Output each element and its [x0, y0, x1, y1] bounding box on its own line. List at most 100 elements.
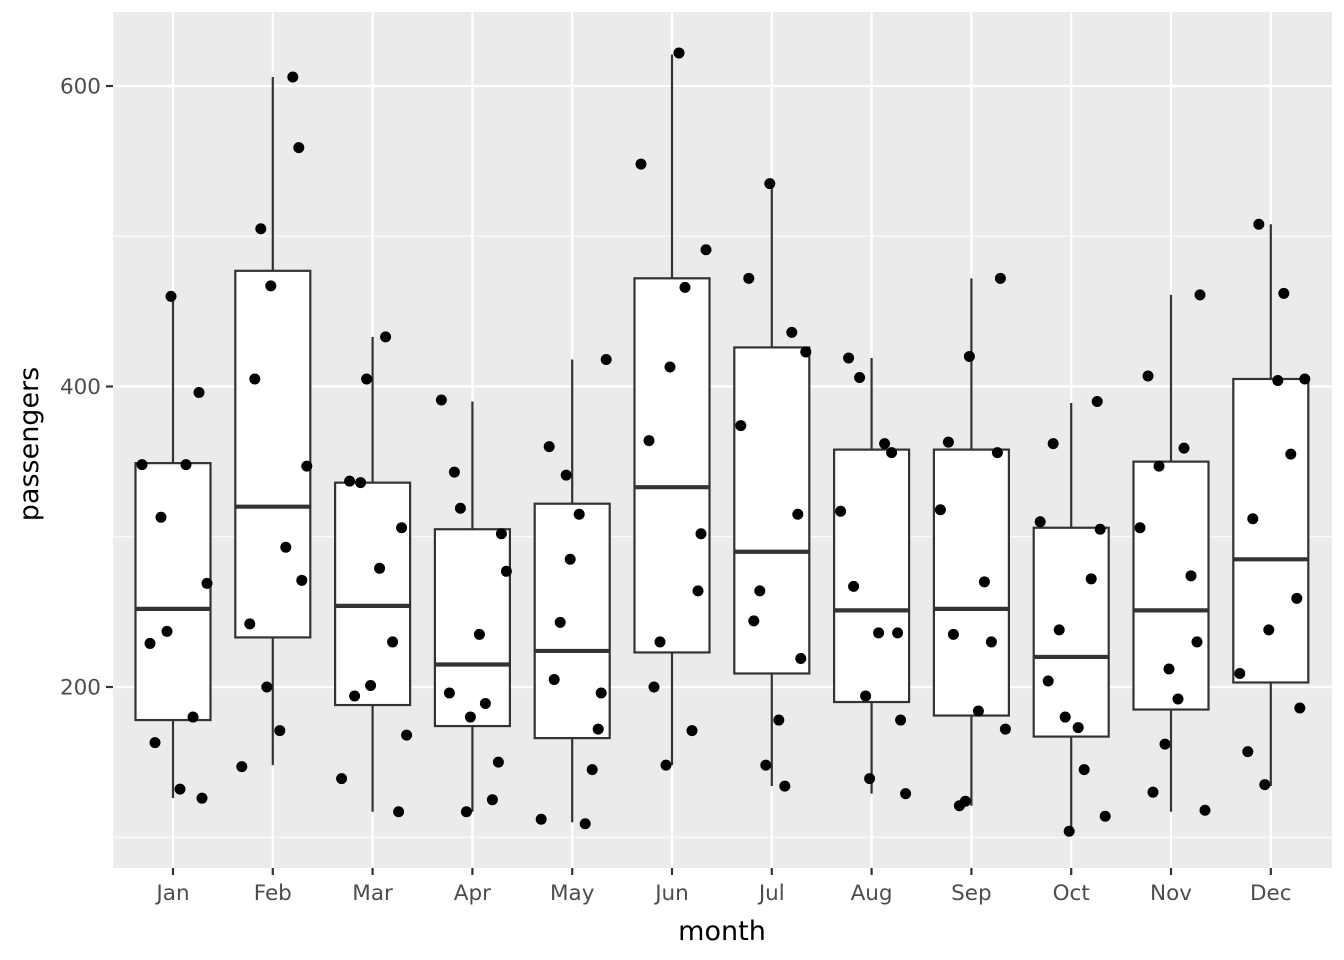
data-point	[934, 504, 946, 516]
data-point	[149, 737, 161, 749]
data-point	[548, 673, 560, 685]
data-point	[972, 705, 984, 717]
data-point	[396, 522, 408, 534]
data-point	[959, 795, 971, 807]
data-point	[155, 511, 167, 523]
data-point	[464, 711, 476, 723]
data-point	[1091, 396, 1103, 408]
data-point	[393, 806, 405, 818]
x-tick-label: Nov	[1150, 881, 1192, 906]
data-point	[991, 447, 1003, 459]
box-feb	[234, 76, 312, 766]
data-point	[843, 352, 855, 364]
data-point	[700, 244, 712, 256]
x-tick-label: May	[550, 881, 595, 906]
data-point	[280, 541, 292, 553]
axes: 200 400 600 Jan Feb Mar Apr May Jun Jul Aug Sep Oct N…	[60, 75, 1292, 907]
data-point	[460, 806, 472, 818]
data-point	[355, 477, 367, 489]
data-point	[1185, 570, 1197, 582]
data-point	[287, 71, 299, 83]
data-point	[401, 729, 413, 741]
data-point	[387, 636, 399, 648]
data-point	[760, 759, 772, 771]
data-point	[600, 353, 612, 365]
data-point	[296, 574, 308, 586]
data-point	[486, 794, 498, 806]
x-tick-label: Jun	[653, 881, 689, 906]
data-point	[860, 690, 872, 702]
data-point	[349, 690, 361, 702]
data-point	[978, 576, 990, 588]
data-point	[1199, 804, 1211, 816]
data-point	[1034, 516, 1046, 528]
box-oct	[1032, 403, 1110, 833]
data-point	[361, 373, 373, 385]
box-sep	[932, 278, 1011, 806]
data-point	[1042, 675, 1054, 687]
data-point	[435, 394, 447, 406]
data-point	[854, 371, 866, 383]
data-point	[800, 346, 812, 358]
data-point	[1242, 746, 1254, 758]
box-dec	[1232, 224, 1310, 787]
data-point	[144, 637, 156, 649]
box-body	[334, 481, 412, 707]
data-point	[165, 290, 177, 302]
data-point	[695, 528, 707, 540]
data-point	[1072, 722, 1084, 734]
data-point	[692, 585, 704, 597]
data-point	[336, 773, 348, 785]
data-point	[994, 272, 1006, 284]
data-point	[1153, 460, 1165, 472]
data-point	[1094, 523, 1106, 535]
x-tick-label: Aug	[851, 881, 893, 906]
data-point	[365, 679, 377, 691]
data-point	[1263, 624, 1275, 636]
data-point	[1159, 738, 1171, 750]
data-point	[786, 326, 798, 338]
data-point	[1253, 218, 1265, 230]
y-tick-label: 600	[60, 75, 101, 100]
x-tick-label: Feb	[254, 881, 292, 906]
x-tick-label: Mar	[352, 881, 393, 906]
box-body	[1032, 526, 1110, 738]
data-point	[1272, 374, 1284, 386]
data-point	[500, 565, 512, 577]
data-point	[492, 756, 504, 768]
data-point	[1259, 779, 1271, 791]
data-point	[374, 562, 386, 574]
data-point	[963, 350, 975, 362]
data-point	[999, 723, 1011, 735]
data-point	[1099, 810, 1111, 822]
data-point	[1178, 442, 1190, 454]
box-body	[832, 448, 911, 704]
data-point	[1134, 522, 1146, 534]
data-point	[735, 420, 747, 432]
data-point	[900, 788, 912, 800]
x-tick-label: Jan	[154, 881, 189, 906]
box-may	[533, 359, 611, 823]
data-point	[892, 627, 904, 639]
data-point	[380, 331, 392, 343]
data-point	[1299, 373, 1311, 385]
data-point	[564, 553, 576, 565]
data-point	[535, 813, 547, 825]
data-point	[161, 625, 173, 637]
data-point	[879, 438, 891, 450]
box-body	[932, 448, 1011, 717]
data-point	[835, 505, 847, 517]
data-point	[274, 725, 286, 737]
x-tick-label: Dec	[1250, 881, 1292, 906]
data-point	[660, 759, 672, 771]
data-point	[635, 158, 647, 170]
data-point	[1085, 573, 1097, 585]
data-point	[344, 475, 356, 487]
x-tick-label: Oct	[1053, 881, 1090, 906]
data-point	[1063, 825, 1075, 837]
data-point	[947, 628, 959, 640]
data-point	[795, 652, 807, 664]
data-point	[654, 636, 666, 648]
data-point	[255, 223, 267, 235]
data-point	[136, 459, 148, 471]
